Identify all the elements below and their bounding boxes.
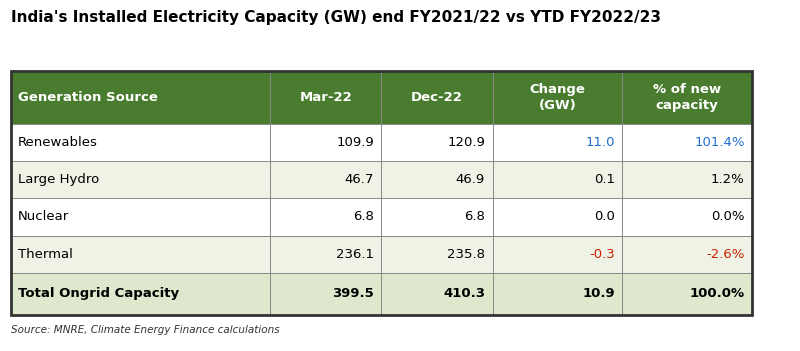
Bar [270,236,382,273]
Bar [382,273,493,315]
Text: 0.0: 0.0 [594,211,615,224]
Bar [622,273,752,315]
Text: % of new
capacity: % of new capacity [653,83,722,112]
Text: 46.7: 46.7 [345,173,374,186]
Text: -0.3: -0.3 [589,248,615,261]
Bar [622,71,752,124]
Bar [622,161,752,198]
Text: 46.9: 46.9 [456,173,485,186]
Bar [10,198,270,236]
Text: 1.2%: 1.2% [711,173,745,186]
Text: 6.8: 6.8 [353,211,374,224]
Bar [493,71,622,124]
Text: 100.0%: 100.0% [690,287,745,300]
Text: 410.3: 410.3 [443,287,485,300]
Bar [10,161,270,198]
Text: 0.1: 0.1 [594,173,615,186]
Text: -2.6%: -2.6% [706,248,745,261]
Text: 101.4%: 101.4% [694,136,745,149]
Bar [10,71,270,124]
Text: Mar-22: Mar-22 [299,91,352,104]
Bar [493,198,622,236]
Text: Dec-22: Dec-22 [411,91,463,104]
Bar [270,273,382,315]
Text: 109.9: 109.9 [336,136,374,149]
Bar [382,198,493,236]
Bar [10,71,752,315]
Bar [270,161,382,198]
Text: India's Installed Electricity Capacity (GW) end FY2021/22 vs YTD FY2022/23: India's Installed Electricity Capacity (… [10,10,661,25]
Bar [622,124,752,161]
Text: Source: MNRE, Climate Energy Finance calculations: Source: MNRE, Climate Energy Finance cal… [10,325,279,335]
Bar [493,161,622,198]
Bar [493,273,622,315]
Bar [493,236,622,273]
Bar [382,124,493,161]
Text: Renewables: Renewables [18,136,98,149]
Text: Change
(GW): Change (GW) [530,83,586,112]
Bar [270,71,382,124]
Bar [382,71,493,124]
Bar [10,124,270,161]
Bar [10,236,270,273]
Text: 399.5: 399.5 [332,287,374,300]
Text: Large Hydro: Large Hydro [18,173,99,186]
Text: 236.1: 236.1 [336,248,374,261]
Text: Total Ongrid Capacity: Total Ongrid Capacity [18,287,179,300]
Bar [10,273,270,315]
Bar [622,236,752,273]
Text: 11.0: 11.0 [586,136,615,149]
Bar [270,124,382,161]
Text: 6.8: 6.8 [464,211,485,224]
Bar [622,198,752,236]
Bar [382,236,493,273]
Text: Thermal: Thermal [18,248,73,261]
Bar [270,198,382,236]
Text: Nuclear: Nuclear [18,211,69,224]
Text: 235.8: 235.8 [447,248,485,261]
Bar [493,124,622,161]
Text: Generation Source: Generation Source [18,91,158,104]
Text: 0.0%: 0.0% [711,211,745,224]
Text: 120.9: 120.9 [447,136,485,149]
Bar [382,161,493,198]
Text: 10.9: 10.9 [582,287,615,300]
